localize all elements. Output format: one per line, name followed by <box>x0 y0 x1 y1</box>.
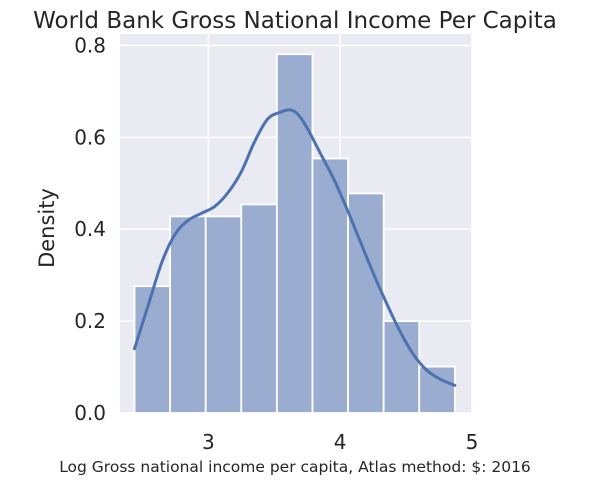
x-axis-label: Log Gross national income per capita, At… <box>59 458 531 476</box>
y-axis-ticks: 0.0 0.2 0.4 0.6 0.8 <box>74 33 106 425</box>
histogram-bar-2 <box>204 215 243 414</box>
x-axis-ticks: 3 4 5 <box>202 430 478 454</box>
histogram-bars <box>133 53 456 414</box>
y-tick-label: 0.6 <box>74 125 106 149</box>
kde-line <box>133 108 457 387</box>
y-tick-label: 0.2 <box>74 309 106 333</box>
y-tick-label: 0.8 <box>74 33 106 57</box>
x-tick-label: 4 <box>334 430 347 454</box>
histogram-bar-4 <box>275 53 314 414</box>
x-tick-label: 3 <box>202 430 215 454</box>
y-axis-label: Density <box>35 188 59 268</box>
x-tick-label: 5 <box>466 430 479 454</box>
chart-title: World Bank Gross National Income Per Cap… <box>33 8 557 34</box>
y-tick-label: 0.0 <box>74 401 106 425</box>
histogram-bar-0 <box>133 285 171 414</box>
histogram-bar-3 <box>240 203 278 414</box>
y-tick-label: 0.4 <box>74 217 106 241</box>
histogram-bar-1 <box>169 215 207 414</box>
histogram-bar-8 <box>418 365 456 414</box>
